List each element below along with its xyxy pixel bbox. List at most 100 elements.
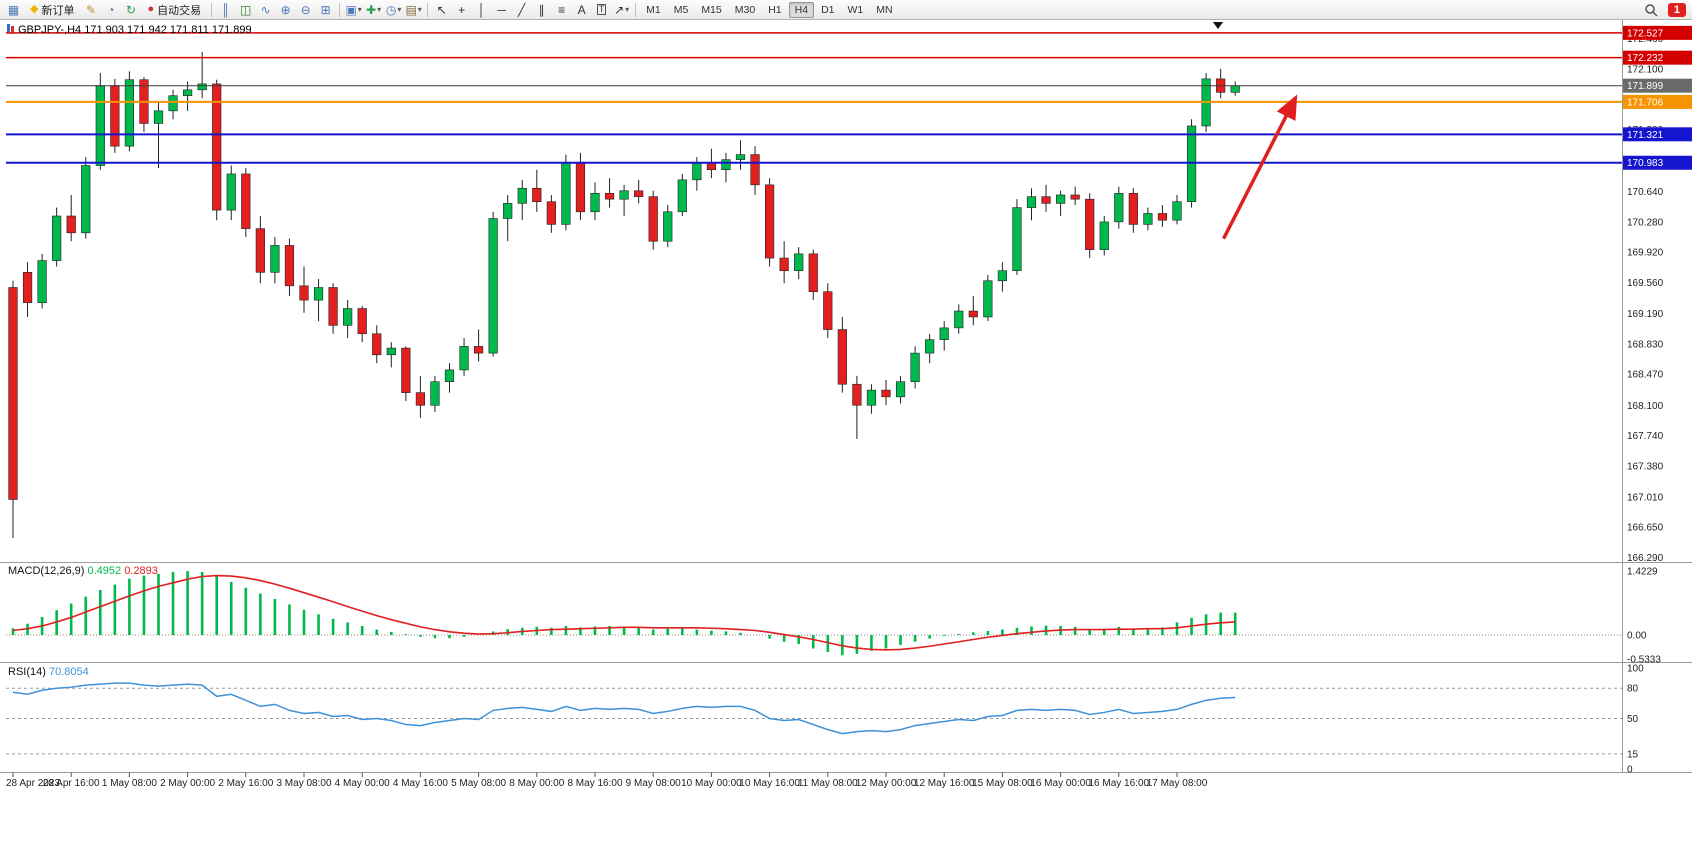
candle-body <box>721 159 731 171</box>
candle-body <box>1230 85 1240 93</box>
search-icon[interactable] <box>1642 1 1661 18</box>
candle-body <box>663 211 673 242</box>
timeframe-button-d1[interactable]: D1 <box>821 3 835 16</box>
channel-icon[interactable]: ∥ <box>532 1 551 18</box>
rsi-label: RSI(14) 70.8054 <box>8 666 89 678</box>
timeframe-button-w1[interactable]: W1 <box>847 3 864 16</box>
arrange-windows-icon[interactable]: ▣ ▾ <box>344 1 363 18</box>
refresh-icon[interactable]: ↻ <box>121 1 140 18</box>
time-label: 15 May 08:00 <box>972 778 1033 789</box>
candle-body <box>241 173 251 229</box>
dropdown-caret-icon[interactable]: ▾ <box>625 4 630 14</box>
line-chart-icon[interactable]: ∿ <box>256 1 275 18</box>
rsi-axis-tick: 80 <box>1627 684 1639 695</box>
notification-badge[interactable]: 1 <box>1667 2 1686 17</box>
price-tick: 172.100 <box>1627 64 1664 75</box>
price-badge <box>1623 127 1692 142</box>
timeframe-button-m5[interactable]: M5 <box>673 3 689 16</box>
candle-body <box>197 83 207 91</box>
dropdown-caret-icon[interactable]: ▾ <box>377 4 382 14</box>
timeframe-button-m1[interactable]: M1 <box>646 3 661 16</box>
fibonacci-icon[interactable]: ≡ <box>552 1 571 18</box>
refresh-icon: ↻ <box>125 2 136 17</box>
candle-body <box>444 369 455 383</box>
timeframe-button-m30[interactable]: M30 <box>734 3 756 16</box>
zoom-out-icon[interactable]: ⊖ <box>296 1 315 18</box>
candle-body <box>634 190 644 197</box>
rsi-axis-tick: 0 <box>1627 765 1633 776</box>
templates-icon[interactable]: ▤ ▾ <box>404 1 423 18</box>
candle-body <box>1041 196 1051 204</box>
time-label: 5 May 08:00 <box>451 778 506 789</box>
candle-body <box>284 245 295 287</box>
candle-body <box>328 287 338 326</box>
new-chart-icon[interactable]: ▦ <box>4 1 23 18</box>
time-label: 17 May 08:00 <box>1147 778 1208 789</box>
time-label: 2 May 00:00 <box>160 778 215 789</box>
time-label: 4 May 00:00 <box>335 778 390 789</box>
price-tick: 167.380 <box>1627 461 1664 472</box>
candle-body <box>808 253 818 293</box>
time-label: 11 May 08:00 <box>798 778 858 789</box>
time-label: 10 May 00:00 <box>681 778 742 789</box>
price-badge-value: 172.527 <box>1627 28 1664 39</box>
candle-body <box>124 79 134 147</box>
dropdown-caret-icon[interactable]: ▾ <box>397 4 402 14</box>
candle-body <box>270 245 280 273</box>
chart-area[interactable]: 172.460172.100171.740171.380171.020170.6… <box>0 20 1692 853</box>
metaeditor-icon[interactable]: ✎ <box>81 1 100 18</box>
candle-body <box>604 192 615 200</box>
dropdown-caret-icon[interactable]: ▾ <box>417 4 422 14</box>
candles <box>8 51 1240 539</box>
new-order-button[interactable]: ◆ 新订单 <box>24 1 80 18</box>
time-label: 4 May 16:00 <box>393 778 448 789</box>
bar-chart-icon[interactable]: ║ <box>216 1 235 18</box>
periods-icon[interactable]: ◷ ▾ <box>384 1 403 18</box>
candle-body <box>881 389 891 398</box>
trend-arrow[interactable] <box>1222 94 1298 240</box>
indicators-icon: ✚ <box>366 2 377 17</box>
time-label: 16 May 00:00 <box>1030 778 1091 789</box>
zoom-in-icon[interactable]: ⊕ <box>276 1 295 18</box>
price-chart[interactable]: 172.460172.100171.740171.380171.020170.6… <box>0 20 1692 853</box>
tile-windows-icon[interactable]: ⊞ <box>316 1 335 18</box>
candle-body <box>823 291 833 330</box>
crosshair-icon[interactable]: + <box>452 1 471 18</box>
price-tick: 167.740 <box>1627 431 1664 442</box>
trendline-icon[interactable]: ╱ <box>512 1 531 18</box>
candlestick-chart-icon[interactable]: ◫ <box>236 1 255 18</box>
toolbar-button-group: ▦ ◆ 新订单 ✎ ◔ ↻ ● 自动交易 ║ ◫ ∿ ⊕ ⊖ ⊞ ▣ ▾ ✚ ▾ ◷ ▾ ▤ ▾ ↖ + │ ─ ╱ ∥ ≡ A T ↗ ▾ M1… <box>4 1 1642 18</box>
candle-body <box>1128 192 1138 225</box>
vertical-line-icon[interactable]: │ <box>472 1 491 18</box>
candle-body <box>837 329 847 385</box>
candle-body <box>1056 194 1066 204</box>
cursor-icon[interactable]: ↖ <box>432 1 451 18</box>
indicators-icon[interactable]: ✚ ▾ <box>364 1 383 18</box>
history-center-icon[interactable]: ◔ <box>101 1 120 18</box>
text-icon[interactable]: A <box>572 1 591 18</box>
candle-body <box>1099 221 1109 250</box>
timeframe-button-h1[interactable]: H1 <box>768 3 782 16</box>
tile-windows-icon: ⊞ <box>320 2 331 17</box>
toolbar-separator <box>339 2 341 17</box>
autotrading-button[interactable]: ● 自动交易 <box>141 1 207 18</box>
text-label-icon: T <box>596 4 607 15</box>
price-tick: 168.470 <box>1627 370 1664 381</box>
fibonacci-icon: ≡ <box>558 2 566 17</box>
text-label-icon[interactable]: T <box>592 1 611 18</box>
chart-header: GBPJPY-,H4 171.903 171.942 171.811 171.8… <box>7 24 252 36</box>
candle-body <box>619 190 629 200</box>
timeframe-button-m15[interactable]: M15 <box>701 3 722 16</box>
horizontal-line-icon[interactable]: ─ <box>492 1 511 18</box>
dropdown-caret-icon[interactable]: ▾ <box>357 4 362 14</box>
timeframe-button-h4[interactable]: H4 <box>788 1 815 18</box>
toolbar-separator <box>427 2 429 17</box>
toolbar-separator <box>635 2 637 17</box>
candle-body <box>313 287 324 301</box>
timeframe-button-mn[interactable]: MN <box>876 3 893 16</box>
time-label: 9 May 08:00 <box>626 778 681 789</box>
shapes-icon[interactable]: ↗ ▾ <box>612 1 631 18</box>
candle-body <box>153 110 164 124</box>
chart-shift-marker[interactable] <box>1213 22 1223 29</box>
